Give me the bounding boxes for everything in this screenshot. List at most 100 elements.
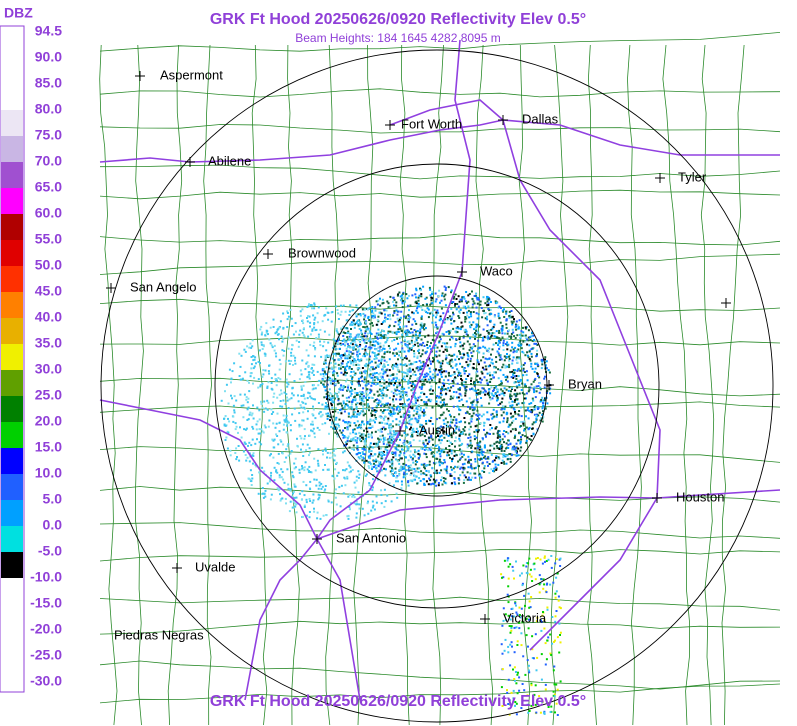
echo-pixel [361, 367, 364, 369]
echo-pixel [367, 465, 370, 468]
echo-pixel [334, 378, 337, 380]
echo-pixel [411, 294, 414, 297]
echo-pixel [397, 385, 400, 388]
echo-pixel [452, 311, 454, 314]
echo-pixel [360, 427, 363, 430]
echo-pixel [395, 480, 397, 483]
echo-pixel [474, 345, 477, 348]
echo-pixel [300, 388, 303, 391]
echo-pixel [342, 343, 345, 346]
echo-pixel [533, 693, 536, 696]
echo-pixel [497, 368, 500, 371]
echo-pixel [409, 464, 412, 467]
echo-pixel [275, 379, 278, 382]
echo-pixel [554, 562, 557, 565]
echo-pixel [431, 291, 434, 293]
echo-pixel [449, 425, 452, 428]
echo-pixel [542, 416, 545, 419]
echo-pixel [359, 323, 362, 326]
echo-pixel [369, 373, 372, 376]
echo-pixel [502, 344, 505, 347]
echo-pixel [376, 364, 379, 367]
echo-pixel [420, 424, 423, 427]
echo-pixel [556, 714, 559, 716]
echo-pixel [531, 657, 534, 659]
echo-pixel [419, 472, 422, 475]
echo-pixel [345, 350, 348, 353]
echo-pixel [365, 362, 368, 365]
echo-pixel [368, 368, 371, 371]
echo-pixel [313, 363, 316, 366]
echo-pixel [526, 694, 529, 697]
echo-pixel [512, 697, 515, 700]
echo-pixel [501, 397, 504, 400]
echo-pixel [337, 423, 340, 426]
echo-pixel [338, 425, 341, 428]
echo-pixel [415, 322, 418, 325]
echo-pixel [313, 307, 316, 310]
echo-pixel [311, 363, 314, 366]
echo-pixel [375, 495, 378, 498]
echo-pixel [474, 335, 477, 338]
echo-pixel [480, 415, 483, 418]
echo-pixel [463, 353, 466, 356]
echo-pixel [399, 395, 402, 398]
echo-pixel [525, 373, 528, 376]
echo-pixel [393, 299, 396, 301]
echo-pixel [418, 467, 421, 470]
echo-pixel [343, 339, 345, 341]
echo-pixel [240, 354, 243, 357]
echo-pixel [426, 311, 429, 314]
echo-pixel [294, 359, 296, 362]
echo-pixel [302, 384, 305, 387]
echo-pixel [412, 430, 415, 433]
echo-pixel [436, 457, 439, 460]
echo-pixel [322, 367, 325, 370]
echo-pixel [387, 306, 390, 309]
echo-pixel [433, 391, 436, 394]
echo-pixel [388, 426, 391, 429]
echo-pixel [438, 464, 441, 467]
echo-pixel [475, 371, 478, 374]
echo-pixel [404, 343, 407, 346]
echo-pixel [463, 462, 466, 465]
echo-pixel [499, 402, 502, 405]
echo-pixel [386, 350, 389, 353]
echo-pixel [425, 474, 428, 477]
legend-label: 55.0 [35, 231, 62, 247]
echo-pixel [268, 480, 271, 483]
echo-pixel [459, 341, 462, 344]
echo-pixel [525, 439, 528, 442]
echo-pixel [435, 484, 438, 487]
echo-pixel [276, 412, 279, 415]
echo-pixel [335, 427, 338, 430]
echo-pixel [416, 482, 419, 485]
echo-pixel [436, 346, 439, 349]
echo-pixel [263, 492, 266, 495]
echo-pixel [485, 348, 488, 351]
echo-pixel [540, 398, 543, 401]
echo-pixel [408, 415, 411, 418]
echo-pixel [508, 713, 511, 716]
echo-pixel [335, 354, 337, 357]
echo-pixel [530, 402, 533, 405]
echo-pixel [322, 375, 325, 378]
legend-swatch [1, 188, 23, 214]
echo-pixel [350, 438, 353, 441]
echo-pixel [456, 368, 459, 371]
echo-pixel [550, 566, 553, 569]
echo-pixel [413, 329, 416, 331]
echo-pixel [346, 343, 349, 346]
echo-pixel [327, 415, 330, 417]
echo-pixel [361, 459, 364, 462]
echo-pixel [409, 375, 412, 378]
echo-pixel [495, 426, 498, 428]
echo-pixel [245, 459, 248, 462]
echo-pixel [438, 349, 441, 352]
echo-pixel [267, 370, 270, 373]
echo-pixel [497, 404, 500, 406]
echo-pixel [308, 465, 311, 468]
echo-pixel [506, 419, 509, 422]
echo-pixel [388, 424, 391, 427]
echo-pixel [443, 342, 446, 345]
